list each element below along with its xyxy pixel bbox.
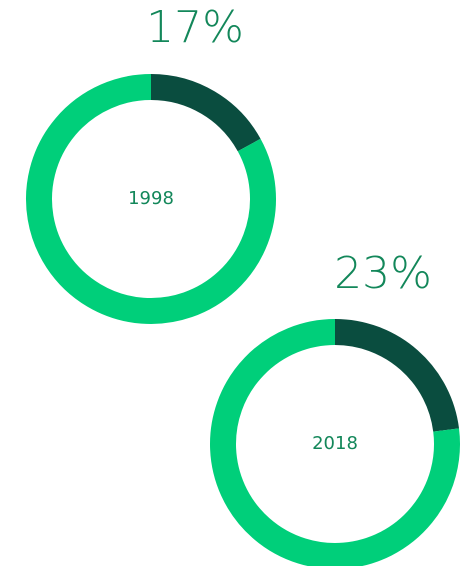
donut-segment	[210, 319, 460, 566]
value-label: 23%	[334, 248, 432, 299]
center-label: 1998	[128, 188, 174, 209]
donut-segment	[334, 319, 460, 432]
value-label: 17%	[146, 2, 244, 53]
donut-segment	[150, 74, 261, 152]
center-label: 2018	[312, 433, 358, 454]
donut-segment	[26, 74, 276, 324]
